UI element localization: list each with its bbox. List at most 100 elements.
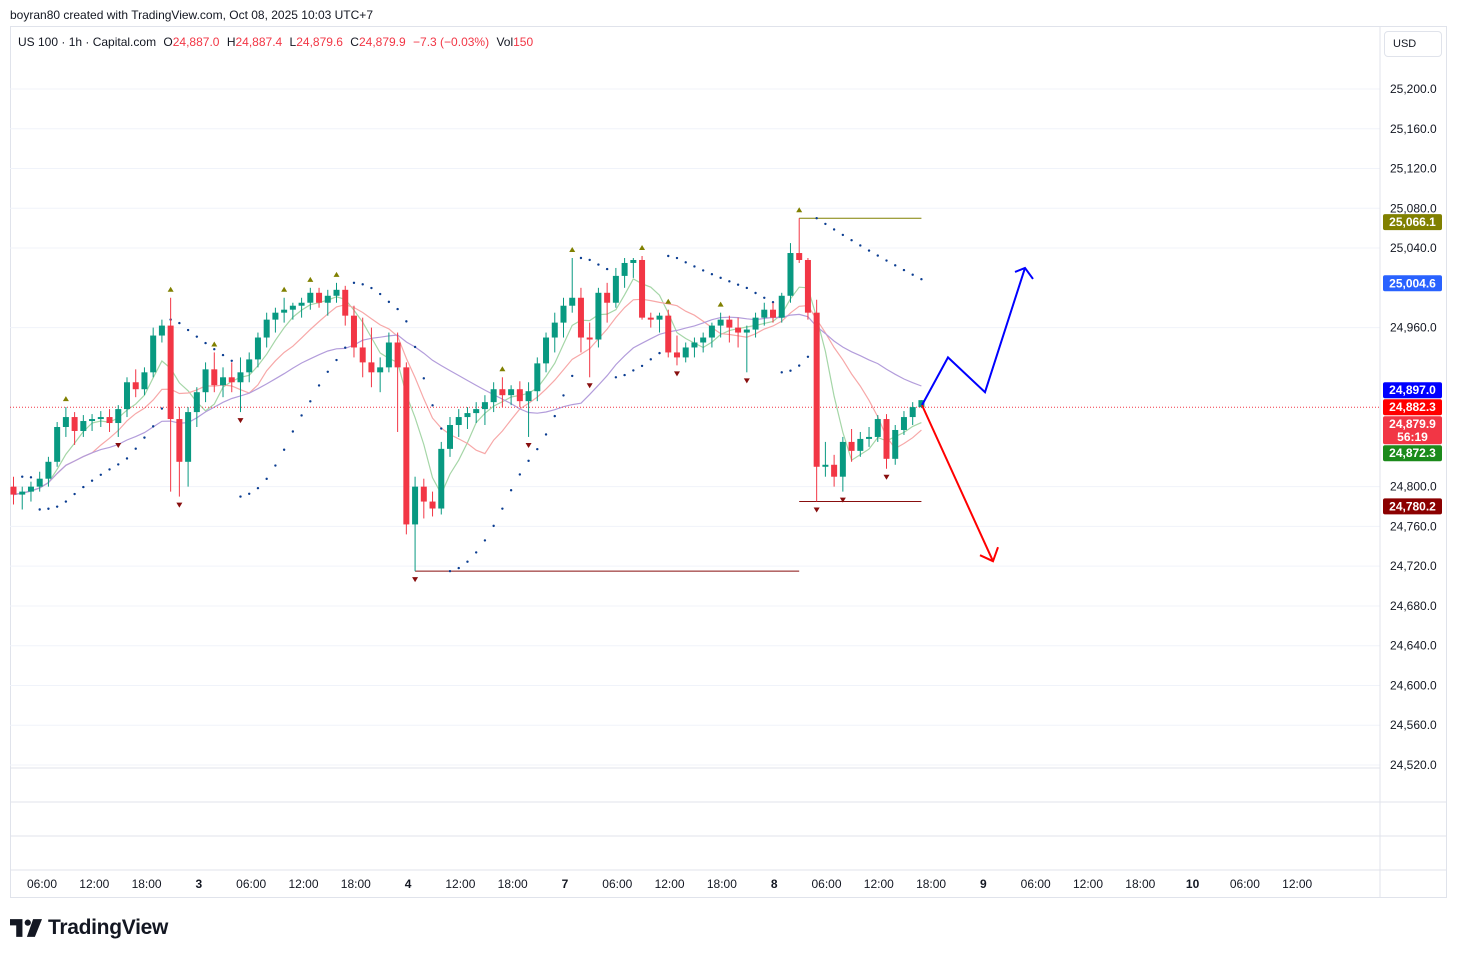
low-value: 24,879.6 — [296, 35, 343, 49]
sar-dot — [719, 276, 722, 280]
candle-body — [281, 309, 288, 313]
sar-dot — [771, 301, 775, 304]
sar-dot — [73, 492, 76, 496]
candle-body — [691, 342, 698, 348]
symbol-label[interactable]: US 100 · 1h · Capital.com — [18, 35, 157, 49]
sar-dot — [614, 376, 618, 379]
sar-dot — [850, 239, 853, 242]
sar-dot — [178, 321, 181, 325]
time-tick-label: 12:00 — [1073, 877, 1103, 891]
fractal-down-marker — [237, 418, 244, 424]
candle-body — [525, 391, 532, 402]
candle-body — [473, 409, 480, 414]
sar-dot — [483, 539, 487, 542]
sar-dot — [736, 283, 740, 286]
price-tag-label: 24,879.9 — [1389, 417, 1436, 431]
candle-body — [752, 317, 759, 330]
sar-dot — [911, 273, 914, 276]
candle-body — [377, 367, 384, 373]
fractal-down-marker — [839, 497, 846, 503]
price-tag — [1383, 399, 1442, 416]
sar-dot — [326, 370, 329, 373]
candle-body — [831, 464, 838, 477]
candle-body — [647, 317, 654, 320]
price-tick-label: 25,120.0 — [1390, 162, 1437, 176]
candle-body — [900, 417, 907, 430]
candle-body — [909, 407, 916, 418]
moving-average-line — [13, 278, 922, 496]
candle-body — [316, 292, 323, 303]
countdown-label: 56:19 — [1397, 430, 1428, 444]
sar-dot — [675, 256, 679, 260]
candle-body — [883, 419, 890, 459]
sar-dot — [885, 259, 888, 262]
fractal-down-marker — [586, 383, 593, 389]
candle-body — [639, 259, 646, 318]
candle-body — [141, 372, 148, 390]
candle-body — [97, 417, 104, 420]
price-tag — [1383, 416, 1442, 445]
sar-dot — [422, 377, 426, 380]
sar-dot — [623, 373, 626, 377]
sar-dot — [117, 463, 120, 466]
fractal-levels — [10, 217, 1380, 572]
price-tick-label: 25,080.0 — [1390, 201, 1437, 215]
sar-dot — [248, 492, 251, 496]
sar-dot — [841, 233, 845, 237]
candle-body — [848, 441, 855, 451]
candle-body — [621, 262, 628, 276]
sar-dot — [405, 320, 408, 323]
candle-body — [106, 417, 113, 424]
candle-body — [682, 347, 689, 358]
sar-dot — [667, 254, 670, 258]
sar-dot — [221, 353, 225, 357]
candle-body — [604, 292, 611, 303]
candle-body — [89, 419, 96, 422]
candle-body — [176, 419, 183, 462]
sar-dot — [265, 477, 268, 481]
candle-body — [54, 427, 61, 462]
fractal-up-marker — [281, 286, 288, 292]
price-tag-label: 24,780.2 — [1389, 499, 1436, 513]
sar-dot — [361, 283, 364, 286]
fractal-up-marker — [639, 245, 646, 251]
candle-body — [289, 305, 296, 310]
sar-dot — [649, 358, 652, 361]
sar-dot — [553, 414, 556, 418]
time-tick-label: 06:00 — [27, 877, 57, 891]
parabolic-sar — [21, 217, 923, 573]
sar-dot — [29, 476, 33, 479]
sar-dot — [282, 448, 286, 451]
sar-dot — [413, 345, 417, 349]
sar-dot — [693, 265, 696, 268]
time-tick-label: 12:00 — [655, 877, 685, 891]
sar-dot — [143, 436, 146, 439]
fractal-up-marker — [796, 207, 803, 213]
sar-dot — [99, 473, 103, 477]
time-tick-label: 18:00 — [707, 877, 737, 891]
candle-body — [516, 389, 523, 402]
sar-dot — [457, 566, 460, 570]
moving-average-line — [13, 313, 922, 496]
sar-dot — [352, 281, 356, 285]
currency-selector[interactable]: USD — [1384, 31, 1442, 57]
candle-body — [551, 322, 558, 338]
candle-body — [246, 359, 253, 373]
time-tick-label: 18:00 — [916, 877, 946, 891]
sar-dot — [501, 507, 504, 510]
sar-dot — [640, 364, 644, 368]
sar-dot — [780, 371, 783, 374]
time-axis[interactable]: 06:00 12:00 18:00 3 06:00 12:00 18:00 4 12:00 18:… — [27, 877, 1313, 891]
fractal-down-marker — [883, 474, 890, 480]
candle-body — [673, 352, 680, 358]
tradingview-logo[interactable]: TradingView — [10, 916, 168, 940]
ohlc-legend: US 100 · 1h · Capital.com O24,887.0 H24,… — [18, 35, 537, 49]
time-tick-label: 12:00 — [79, 877, 109, 891]
price-axis[interactable]: 25,200.0 25,160.0 25,120.0 25,080.0 25,040.0… — [1390, 82, 1437, 772]
candle-body — [202, 369, 209, 393]
sar-dot — [824, 222, 827, 226]
candle-body — [700, 337, 707, 343]
candle-body — [534, 363, 541, 392]
price-tick-label: 25,160.0 — [1390, 122, 1437, 136]
